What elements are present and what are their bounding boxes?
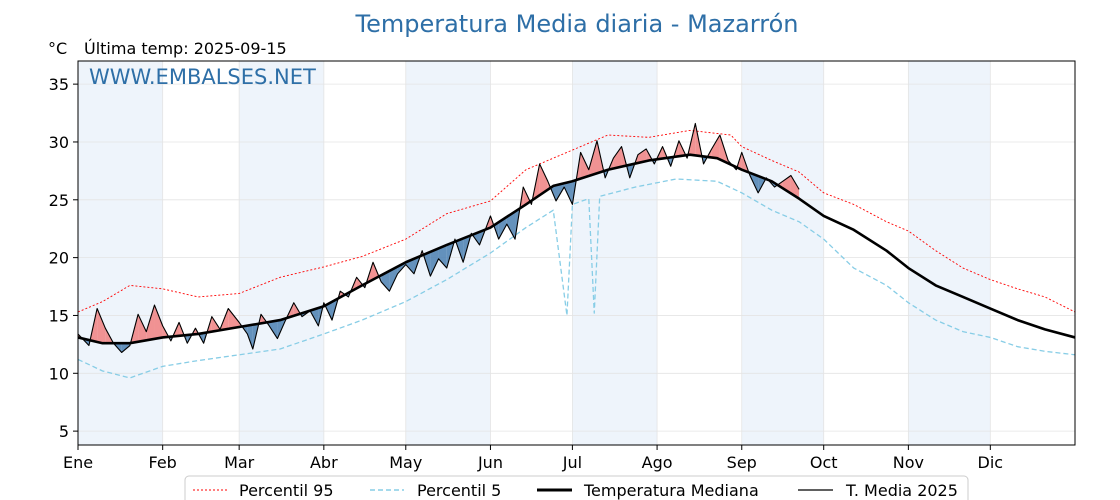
legend-box (184, 475, 969, 500)
x-tick-label-Abr: Abr (310, 453, 338, 472)
anomaly-fill-8 (146, 305, 155, 341)
legend-label-p95: Percentil 95 (239, 481, 334, 500)
x-tick-label-Jul: Jul (562, 453, 582, 472)
legend-label-media2025: T. Media 2025 (845, 481, 958, 500)
unit-label: °C (48, 39, 67, 58)
x-tick-label-Mar: Mar (224, 453, 255, 472)
chart-title: Temperatura Media diaria - Mazarrón (354, 10, 798, 38)
month-band-0 (78, 61, 163, 445)
x-tick-label-Nov: Nov (893, 453, 924, 472)
last-temp-label: Última temp: 2025-09-15 (84, 39, 287, 58)
y-tick-label-10: 10 (49, 364, 69, 383)
plot-frame (77, 60, 1076, 446)
series-line-median (77, 153, 1076, 345)
y-tick-label-35: 35 (49, 75, 69, 94)
month-band-5 (908, 61, 991, 445)
x-tick-label-Sep: Sep (727, 453, 757, 472)
x-tick-label-Oct: Oct (810, 453, 838, 472)
y-axis: 5 10 15 20 25 30 35 (49, 75, 78, 441)
series-line-media2025 (77, 122, 800, 354)
y-tick-label-25: 25 (49, 191, 69, 210)
anomaly-fill-51 (498, 216, 507, 240)
anomaly-fill-23 (269, 320, 278, 339)
anomaly-fill-77 (711, 135, 720, 160)
month-band-1 (239, 61, 324, 445)
anomaly-fill-52 (506, 211, 516, 240)
anomaly-fill-43 (430, 248, 439, 277)
y-tick-label-30: 30 (49, 133, 69, 152)
anomaly-fill-37 (381, 270, 390, 292)
anomaly-fill-65 (613, 146, 622, 169)
x-tick-label-Dic: Dic (978, 453, 1004, 472)
legend-label-p5: Percentil 5 (417, 481, 501, 500)
anomaly-fill-2 (97, 308, 106, 344)
x-axis: Ene Feb Mar Abr May Jun Jul Ago Sep Oct Nov Dic (63, 445, 1003, 472)
x-tick-label-Jun: Jun (477, 453, 503, 472)
plot-background (78, 61, 991, 445)
series-lines (77, 122, 1076, 379)
month-band-3 (572, 61, 658, 445)
x-tick-label-Ago: Ago (642, 453, 673, 472)
x-tick-label-Ene: Ene (63, 453, 93, 472)
y-tick-label-5: 5 (59, 422, 69, 441)
anomaly-fill-38 (389, 266, 398, 292)
series-line-p5 (77, 178, 1076, 379)
anomaly-fill-7 (138, 314, 147, 342)
x-tick-label-Feb: Feb (149, 453, 177, 472)
x-tick-label-May: May (389, 453, 422, 472)
grid-lines (77, 61, 1075, 445)
anomaly-fill-68 (637, 148, 647, 163)
anomaly-fill-61 (580, 152, 589, 179)
anomaly-fill-18 (228, 308, 240, 329)
anomaly-fill-44 (438, 244, 447, 269)
anomaly-fill-9 (154, 305, 163, 339)
watermark: WWW.EMBALSES.NET (89, 65, 316, 89)
legend: Percentil 95 Percentil 5 Temperatura Med… (184, 475, 969, 500)
anomaly-fill-20 (247, 324, 253, 349)
month-band-4 (741, 61, 824, 445)
legend-label-median: Temperatura Mediana (583, 481, 759, 500)
series-line-p95 (77, 129, 1076, 313)
anomaly-fill-87 (790, 175, 800, 199)
anomaly-fill-56 (539, 163, 548, 196)
y-tick-label-20: 20 (49, 249, 69, 268)
y-tick-label-15: 15 (49, 306, 69, 325)
anomaly-fill-59 (564, 181, 573, 205)
